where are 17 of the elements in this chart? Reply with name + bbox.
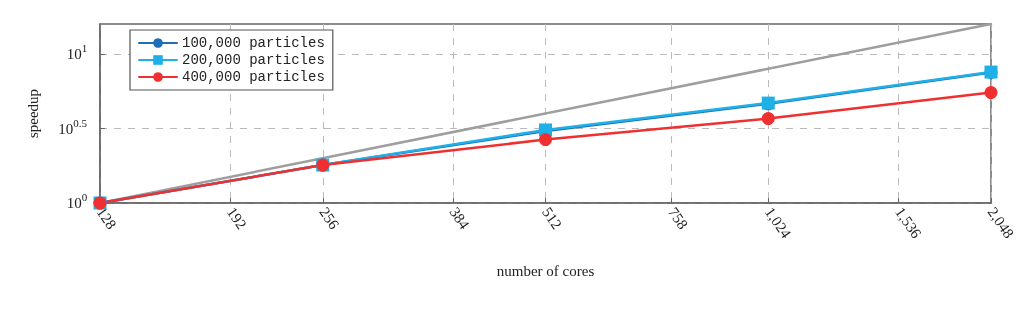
point [761,112,775,126]
x-tick-label: 256 [316,204,343,233]
legend-label: 200,000 particles [182,52,325,68]
y-tick-label: 10$^{0.5}$ [58,116,88,137]
y-axis-title: speedup [24,88,41,139]
point [984,86,998,100]
x-tick-label: 128 [93,204,120,233]
legend-label: 400,000 particles [182,69,325,85]
point [539,133,552,147]
x-tick-label: 758 [665,204,692,233]
y-tick-label: 10$^{1}$ [66,42,88,63]
x-tick-label: 512 [538,204,565,233]
x-axis-title: number of cores [496,262,595,279]
legend-label: 100,000 particles [182,35,325,51]
x-tick-label: 192 [223,204,250,233]
x-tick-label: 384 [446,204,473,233]
y-tick-label: 10$^{0}$ [66,191,88,211]
